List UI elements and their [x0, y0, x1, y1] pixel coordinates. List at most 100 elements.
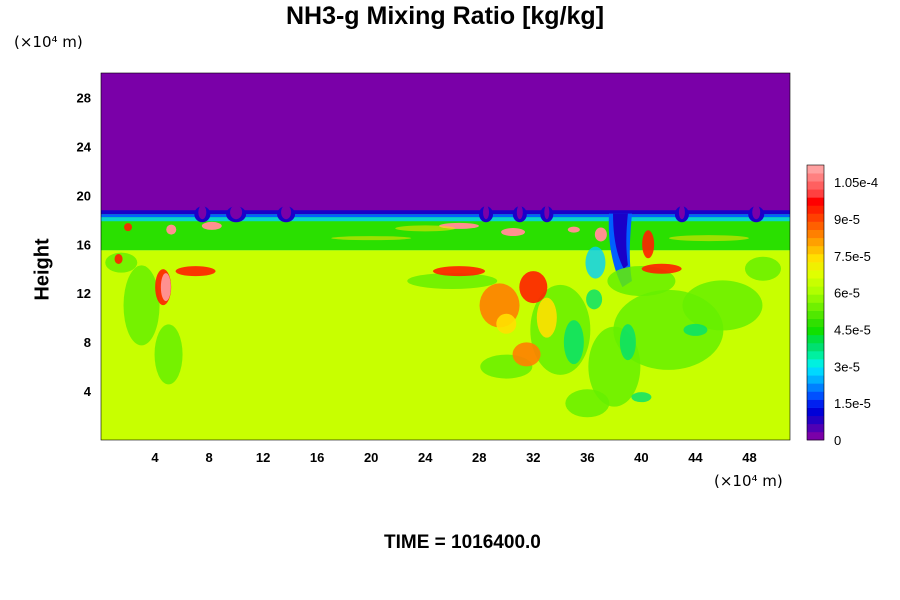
hotspot [160, 273, 171, 302]
x-tick-label: 36 [580, 450, 594, 465]
time-annotation: TIME = 1016400.0 [384, 532, 541, 553]
colorbar-swatch [807, 318, 824, 328]
green-patch [123, 265, 160, 346]
orange-patch [124, 223, 133, 232]
colorbar-label: 0 [834, 433, 841, 448]
colorbar-swatch [807, 221, 824, 231]
interface-edge [101, 210, 790, 215]
interface-edge-blue [101, 214, 790, 218]
upper-layer-region [101, 73, 790, 212]
colorbar-swatch [807, 302, 824, 311]
colorbar-swatch [807, 415, 824, 425]
colorbar-swatch [807, 359, 824, 368]
y-tick-label: 20 [77, 188, 91, 203]
orange-patch [519, 271, 548, 304]
green-streak [619, 324, 636, 361]
interface-dip-core [230, 205, 243, 220]
green-patch [565, 389, 610, 418]
orange-patch [642, 230, 655, 259]
interface-dip-core [752, 205, 761, 220]
green-patch [154, 324, 183, 385]
plot-frame [100, 72, 791, 441]
x-tick-label: 16 [310, 450, 324, 465]
green-streak [563, 320, 584, 365]
colorbar-swatch [807, 286, 824, 295]
green-streak [631, 392, 652, 403]
band-yellow [395, 225, 456, 232]
colorbar-swatch [807, 375, 824, 384]
colorbar-label: 3e-5 [834, 359, 860, 374]
colorbar-label: 1.5e-5 [834, 396, 871, 411]
colorbar-swatch [807, 334, 824, 344]
hotspot [501, 228, 526, 237]
x-tick-label: 4 [151, 450, 159, 465]
colorbar-label: 9e-5 [834, 212, 860, 227]
interface-dip-core [516, 205, 523, 220]
y-tick-label: 12 [77, 286, 91, 301]
colorbar-swatch [807, 189, 824, 198]
colorbar-swatch [807, 213, 824, 222]
band-yellow [668, 235, 749, 242]
colorbar-swatch [807, 229, 824, 239]
x-tick-label: 32 [526, 450, 540, 465]
y-axis-unit: (×10⁴ m) [14, 33, 83, 51]
colorbar-swatch [807, 270, 824, 279]
y-tick-label: 16 [77, 237, 91, 252]
colorbar-swatch [807, 205, 824, 214]
y-tick-label: 28 [77, 90, 91, 105]
hotspot [567, 226, 580, 233]
interface-edge-cyan [101, 217, 790, 222]
colorbar-swatch [807, 310, 824, 319]
colorbar-swatch [807, 237, 824, 247]
interface-dip-core [281, 205, 292, 220]
colorbar-swatch [807, 423, 824, 433]
x-tick-label: 24 [418, 450, 433, 465]
x-tick-label: 20 [364, 450, 378, 465]
green-patch [407, 272, 498, 289]
x-tick-label: 12 [256, 450, 270, 465]
colorbar-swatch [807, 278, 824, 287]
colorbar-swatch [807, 431, 824, 441]
x-tick-label: 44 [688, 450, 703, 465]
colorbar-swatch [807, 399, 824, 408]
interface-dip-core [483, 205, 490, 220]
orange-patch [496, 313, 517, 334]
colorbar-swatch [807, 165, 824, 174]
colorbar-swatch [807, 181, 824, 190]
colorbar-swatch [807, 197, 824, 206]
colorbar-swatch [807, 245, 824, 255]
green-patch [682, 280, 763, 331]
band-yellow [331, 236, 412, 241]
colorbar-swatch [807, 253, 824, 263]
orange-patch [536, 297, 557, 338]
colorbar-label: 4.5e-5 [834, 323, 871, 338]
colorbar-swatch [807, 351, 824, 360]
x-tick-label: 48 [742, 450, 756, 465]
colorbar-swatch [807, 407, 824, 417]
y-tick-label: 24 [77, 139, 92, 154]
interface-dip-core [544, 205, 550, 220]
colorbar-label: 7.5e-5 [834, 249, 871, 264]
colorbar-label: 6e-5 [834, 286, 860, 301]
hotspot [594, 227, 607, 242]
orange-patch [641, 263, 682, 274]
orange-patch [175, 266, 216, 277]
colorbar-label: 1.05e-4 [834, 175, 878, 190]
x-tick-label: 8 [205, 450, 212, 465]
colorbar-swatch [807, 367, 824, 376]
colorbar-swatch [807, 391, 824, 400]
orange-patch [114, 253, 123, 264]
y-tick-label: 8 [84, 335, 91, 350]
x-tick-label: 28 [472, 450, 486, 465]
hotspot [201, 221, 222, 230]
orange-patch [433, 266, 486, 277]
y-tick-label: 4 [84, 384, 92, 399]
green-patch [744, 256, 781, 281]
colorbar-swatch [807, 294, 824, 303]
interface-dip-core [678, 205, 685, 220]
colorbar-swatch [807, 383, 824, 392]
colorbar-swatch [807, 326, 824, 336]
intrusion-cyan [585, 246, 606, 279]
field-group [101, 73, 790, 440]
